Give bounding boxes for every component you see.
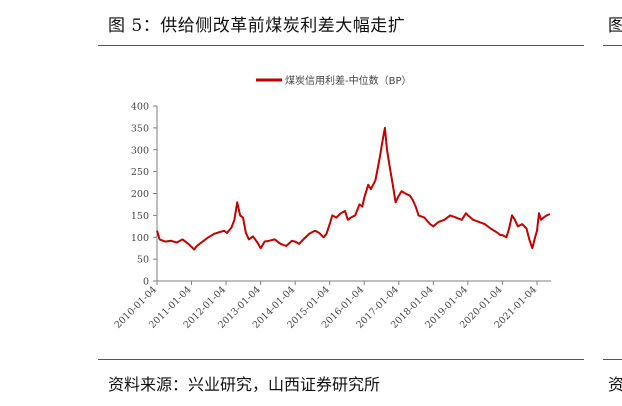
y-tick-label: 50 — [137, 255, 149, 266]
y-axis-ticks: 0 50 100 150 200 250 300 350 400 — [131, 102, 157, 288]
y-tick-label: 400 — [131, 102, 149, 113]
y-tick-label: 0 — [143, 277, 149, 288]
adjacent-source-divider — [603, 359, 622, 360]
series-line-coal-spread — [156, 126, 551, 251]
title-divider — [98, 45, 584, 46]
legend-label: 煤炭信用利差-中位数（BP） — [285, 74, 412, 87]
chart-axes — [156, 106, 551, 282]
adjacent-title-divider — [603, 45, 622, 46]
y-tick-label: 250 — [131, 167, 149, 178]
x-axis-ticks: 2010-01-042011-01-042012-01-042013-01-04… — [113, 281, 539, 331]
figure-title: 图 5：供给侧改革前煤炭利差大幅走扩 — [108, 16, 406, 36]
source-note: 资料来源：兴业研究，山西证券研究所 — [108, 375, 381, 394]
adjacent-source-fragment: 资 — [608, 375, 622, 394]
chart-legend: 煤炭信用利差-中位数（BP） — [256, 74, 412, 87]
y-tick-label: 300 — [131, 145, 149, 156]
y-tick-label: 200 — [131, 189, 149, 200]
adjacent-figure-title-fragment: 图 — [608, 16, 622, 36]
y-tick-label: 350 — [131, 123, 149, 134]
y-tick-label: 100 — [131, 233, 149, 244]
y-tick-label: 150 — [131, 211, 149, 222]
source-divider — [98, 359, 584, 360]
